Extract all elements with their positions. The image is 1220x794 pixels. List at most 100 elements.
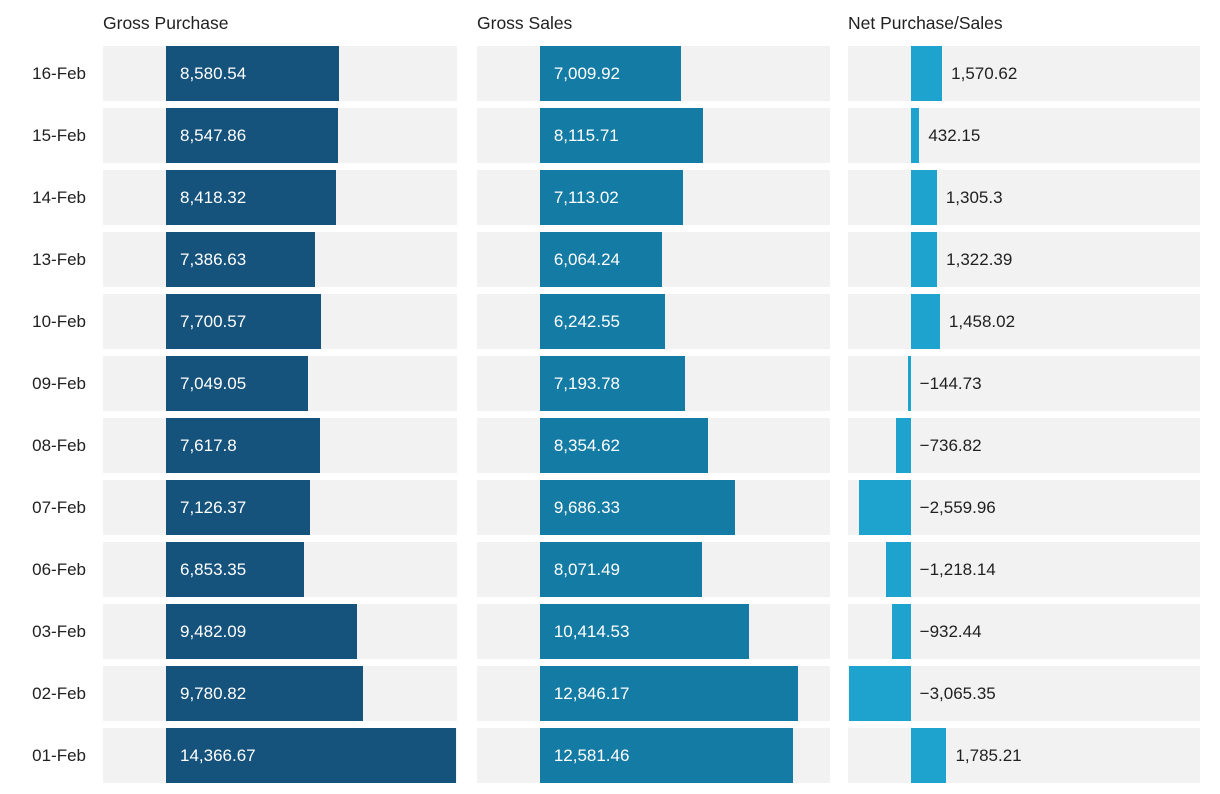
net-purchase-sales-cell: 1,570.62	[848, 46, 1200, 101]
gross-sales-cell: 8,115.71	[477, 108, 830, 163]
row-date-label: 13-Feb	[32, 249, 86, 269]
gross-sales-cell: 7,113.02	[477, 170, 830, 225]
gross-purchase-bar[interactable]	[165, 232, 316, 287]
chart-row: 03-Feb 9,482.09 10,414.53 −932.44	[0, 604, 1220, 659]
net-purchase-sales-bar[interactable]	[886, 542, 911, 597]
net-purchase-sales-bar[interactable]	[895, 418, 911, 473]
net-purchase-sales-value-label: −1,218.14	[919, 559, 996, 579]
gross-purchase-bar[interactable]	[165, 542, 305, 597]
net-purchase-sales-value-label: 1,570.62	[951, 63, 1018, 83]
net-purchase-sales-bar[interactable]	[910, 108, 920, 163]
gross-sales-bar[interactable]	[539, 356, 685, 411]
net-purchase-sales-cell: −144.73	[848, 356, 1200, 411]
gross-purchase-cell: 14,366.67	[103, 728, 457, 783]
net-purchase-sales-cell: −736.82	[848, 418, 1200, 473]
net-purchase-sales-bar[interactable]	[910, 294, 940, 349]
net-purchase-sales-bar[interactable]	[910, 728, 947, 783]
net-purchase-sales-bar[interactable]	[910, 46, 943, 101]
gross-purchase-cell: 8,547.86	[103, 108, 457, 163]
gross-sales-bar[interactable]	[539, 666, 799, 721]
net-purchase-sales-cell: −2,559.96	[848, 480, 1200, 535]
net-purchase-sales-bar[interactable]	[910, 170, 937, 225]
column-gap	[457, 294, 477, 349]
net-purchase-sales-value-label: −144.73	[919, 373, 982, 393]
column-gap	[830, 418, 848, 473]
net-purchase-sales-cell: 1,458.02	[848, 294, 1200, 349]
gross-sales-bar[interactable]	[539, 46, 681, 101]
column-gap	[830, 170, 848, 225]
net-purchase-sales-bar[interactable]	[907, 356, 911, 411]
row-date-label: 14-Feb	[32, 187, 86, 207]
row-date-label: 03-Feb	[32, 621, 86, 641]
chart-row: 10-Feb 7,700.57 6,242.55 1,458.02	[0, 294, 1220, 349]
gross-sales-cell: 7,009.92	[477, 46, 830, 101]
gross-purchase-bar[interactable]	[165, 480, 310, 535]
gross-sales-bar[interactable]	[539, 542, 703, 597]
column-gap	[457, 542, 477, 597]
net-purchase-sales-value-label: 1,785.21	[955, 745, 1022, 765]
net-purchase-sales-bar[interactable]	[849, 666, 911, 721]
row-date-label: 10-Feb	[32, 311, 86, 331]
gross-purchase-bar[interactable]	[165, 108, 339, 163]
net-purchase-sales-value-label: 432.15	[928, 125, 981, 145]
gross-purchase-cell: 7,617.8	[103, 418, 457, 473]
net-purchase-sales-bar[interactable]	[859, 480, 911, 535]
chart-row: 02-Feb 9,780.82 12,846.17 −3,065.35	[0, 666, 1220, 721]
gross-sales-cell: 10,414.53	[477, 604, 830, 659]
gross-sales-bar[interactable]	[539, 728, 793, 783]
net-purchase-sales-bar[interactable]	[891, 604, 911, 659]
gross-sales-cell: 8,354.62	[477, 418, 830, 473]
gross-purchase-bar[interactable]	[165, 604, 358, 659]
chart-row: 07-Feb 7,126.37 9,686.33 −2,559.96	[0, 480, 1220, 535]
gross-purchase-cell: 7,700.57	[103, 294, 457, 349]
column-gap	[457, 418, 477, 473]
chart-row: 14-Feb 8,418.32 7,113.02 1,305.3	[0, 170, 1220, 225]
column-gap	[457, 108, 477, 163]
net-purchase-sales-value-label: −2,559.96	[919, 497, 996, 517]
gross-sales-bar[interactable]	[539, 108, 704, 163]
row-date-label: 08-Feb	[32, 435, 86, 455]
column-gap	[457, 480, 477, 535]
row-date-label: 07-Feb	[32, 497, 86, 517]
chart-header-row: Gross Purchase Gross Sales Net Purchase/…	[0, 0, 1220, 46]
gross-sales-bar[interactable]	[539, 170, 683, 225]
gross-sales-bar[interactable]	[539, 604, 750, 659]
gross-sales-bar[interactable]	[539, 418, 708, 473]
chart-row: 09-Feb 7,049.05 7,193.78 −144.73	[0, 356, 1220, 411]
row-date-label: 09-Feb	[32, 373, 86, 393]
gross-purchase-bar[interactable]	[165, 356, 309, 411]
column-gap	[457, 356, 477, 411]
gross-purchase-cell: 8,418.32	[103, 170, 457, 225]
gross-purchase-bar[interactable]	[165, 294, 322, 349]
net-purchase-sales-cell: 1,785.21	[848, 728, 1200, 783]
net-purchase-sales-cell: −932.44	[848, 604, 1200, 659]
gross-sales-cell: 6,064.24	[477, 232, 830, 287]
gross-sales-bar[interactable]	[539, 480, 735, 535]
gross-purchase-bar[interactable]	[165, 46, 340, 101]
gross-purchase-bar[interactable]	[165, 170, 336, 225]
gross-purchase-bar[interactable]	[165, 728, 456, 783]
gross-purchase-bar[interactable]	[165, 418, 320, 473]
net-purchase-sales-bar[interactable]	[910, 232, 938, 287]
column-gap	[830, 294, 848, 349]
net-purchase-sales-cell: 1,322.39	[848, 232, 1200, 287]
column-gap	[830, 728, 848, 783]
net-purchase-sales-cell: 432.15	[848, 108, 1200, 163]
column-header-net-purchase-sales: Net Purchase/Sales	[848, 13, 1003, 33]
net-purchase-sales-cell: 1,305.3	[848, 170, 1200, 225]
net-purchase-sales-value-label: 1,322.39	[946, 249, 1013, 269]
gross-purchase-bar[interactable]	[165, 666, 364, 721]
net-purchase-sales-value-label: 1,305.3	[945, 187, 1003, 207]
gross-sales-bar[interactable]	[539, 294, 666, 349]
gross-purchase-cell: 9,482.09	[103, 604, 457, 659]
gross-purchase-cell: 7,126.37	[103, 480, 457, 535]
gross-sales-bar[interactable]	[539, 232, 662, 287]
chart-row: 13-Feb 7,386.63 6,064.24 1,322.39	[0, 232, 1220, 287]
gross-purchase-cell: 8,580.54	[103, 46, 457, 101]
net-purchase-sales-cell: −1,218.14	[848, 542, 1200, 597]
column-gap	[457, 728, 477, 783]
column-gap	[830, 542, 848, 597]
chart-row: 15-Feb 8,547.86 8,115.71 432.15	[0, 108, 1220, 163]
column-gap	[830, 232, 848, 287]
